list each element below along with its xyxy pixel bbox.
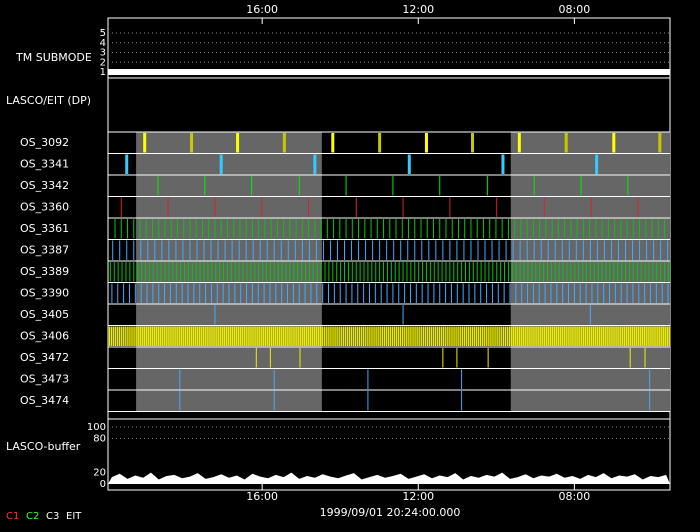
- y-tick-label: 4: [100, 38, 106, 49]
- shaded-period: [136, 132, 322, 412]
- x-tick-label: 08:00: [559, 490, 591, 503]
- submode-bar: [108, 69, 670, 75]
- row-label: OS_3474: [20, 394, 69, 407]
- row-label: OS_3405: [20, 308, 69, 321]
- row-label: OS_3406: [20, 329, 69, 342]
- legend-entry: C2: [26, 511, 39, 522]
- y-tick-label: 2: [100, 57, 106, 68]
- row-label: OS_3341: [20, 157, 69, 170]
- y-tick-label: 3: [100, 48, 106, 59]
- x-tick-label: 08:00: [559, 3, 591, 16]
- y-tick-label: 5: [100, 28, 106, 39]
- section-label: LASCO/EIT (DP): [6, 94, 91, 107]
- row-label: OS_3360: [20, 200, 69, 213]
- y-tick-label: 80: [93, 433, 106, 444]
- x-tick-label: 12:00: [402, 490, 434, 503]
- y-tick-label: 0: [100, 479, 106, 490]
- row-label: OS_3390: [20, 286, 69, 299]
- date-label: 1999/09/01 20:24:00.000: [320, 506, 461, 519]
- row-label: OS_3473: [20, 372, 69, 385]
- row-label: OS_3389: [20, 265, 69, 278]
- legend-entry: EIT: [66, 511, 82, 522]
- y-tick-label: 20: [93, 468, 106, 479]
- axis-label: TM SUBMODE: [15, 51, 92, 64]
- legend-entry: C1: [6, 511, 19, 522]
- buffer-area: [108, 472, 670, 484]
- x-tick-label: 12:00: [402, 3, 434, 16]
- row-label: OS_3342: [20, 179, 69, 192]
- axis-label: LASCO-buffer: [6, 440, 81, 453]
- x-tick-label: 16:00: [246, 3, 278, 16]
- y-tick-label: 1: [100, 67, 106, 78]
- row-label: OS_3361: [20, 222, 69, 235]
- row-label: OS_3387: [20, 243, 69, 256]
- x-tick-label: 16:00: [246, 490, 278, 503]
- legend-entry: C3: [46, 511, 59, 522]
- row-label: OS_3472: [20, 351, 69, 364]
- y-tick-label: 100: [87, 422, 106, 433]
- row-label: OS_3092: [20, 136, 69, 149]
